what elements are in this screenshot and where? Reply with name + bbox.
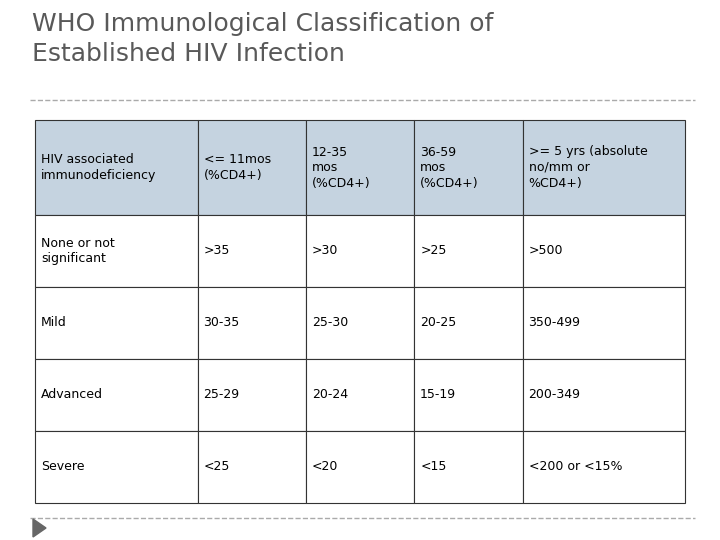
FancyBboxPatch shape [197, 215, 306, 287]
Text: Severe: Severe [41, 461, 84, 474]
Text: >30: >30 [312, 245, 338, 258]
Polygon shape [33, 519, 46, 537]
FancyBboxPatch shape [35, 287, 197, 359]
Text: 15-19: 15-19 [420, 388, 456, 402]
Text: 25-30: 25-30 [312, 316, 348, 329]
FancyBboxPatch shape [414, 431, 523, 503]
Text: 20-25: 20-25 [420, 316, 456, 329]
Text: <25: <25 [204, 461, 230, 474]
Text: Advanced: Advanced [41, 388, 103, 402]
FancyBboxPatch shape [523, 215, 685, 287]
Text: <15: <15 [420, 461, 446, 474]
FancyBboxPatch shape [306, 287, 414, 359]
FancyBboxPatch shape [523, 120, 685, 215]
FancyBboxPatch shape [197, 287, 306, 359]
Text: WHO Immunological Classification of
Established HIV Infection: WHO Immunological Classification of Esta… [32, 12, 493, 66]
Text: 200-349: 200-349 [528, 388, 580, 402]
FancyBboxPatch shape [197, 120, 306, 215]
FancyBboxPatch shape [197, 431, 306, 503]
Text: <20: <20 [312, 461, 338, 474]
Text: HIV associated
immunodeficiency: HIV associated immunodeficiency [41, 153, 156, 182]
FancyBboxPatch shape [523, 431, 685, 503]
FancyBboxPatch shape [35, 359, 197, 431]
Text: 25-29: 25-29 [204, 388, 240, 402]
FancyBboxPatch shape [197, 359, 306, 431]
Text: >35: >35 [204, 245, 230, 258]
FancyBboxPatch shape [306, 120, 414, 215]
Text: 350-499: 350-499 [528, 316, 580, 329]
Text: Mild: Mild [41, 316, 67, 329]
FancyBboxPatch shape [35, 215, 197, 287]
FancyBboxPatch shape [306, 431, 414, 503]
FancyBboxPatch shape [35, 431, 197, 503]
Text: >= 5 yrs (absolute
no/mm or
%CD4+): >= 5 yrs (absolute no/mm or %CD4+) [528, 145, 647, 190]
Text: 30-35: 30-35 [204, 316, 240, 329]
FancyBboxPatch shape [523, 359, 685, 431]
FancyBboxPatch shape [306, 215, 414, 287]
FancyBboxPatch shape [414, 120, 523, 215]
Text: None or not
significant: None or not significant [41, 237, 114, 265]
Text: <200 or <15%: <200 or <15% [528, 461, 622, 474]
Text: 20-24: 20-24 [312, 388, 348, 402]
FancyBboxPatch shape [414, 287, 523, 359]
Text: >500: >500 [528, 245, 563, 258]
Text: 36-59
mos
(%CD4+): 36-59 mos (%CD4+) [420, 145, 479, 190]
Text: >25: >25 [420, 245, 446, 258]
FancyBboxPatch shape [414, 359, 523, 431]
FancyBboxPatch shape [306, 359, 414, 431]
FancyBboxPatch shape [523, 287, 685, 359]
Text: 12-35
mos
(%CD4+): 12-35 mos (%CD4+) [312, 145, 371, 190]
FancyBboxPatch shape [414, 215, 523, 287]
Text: <= 11mos
(%CD4+): <= 11mos (%CD4+) [204, 153, 271, 182]
FancyBboxPatch shape [35, 120, 197, 215]
